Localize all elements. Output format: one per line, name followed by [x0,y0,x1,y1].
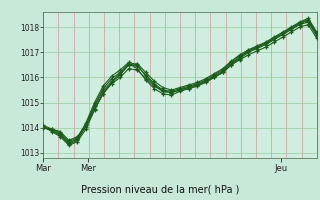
Text: Pression niveau de la mer( hPa ): Pression niveau de la mer( hPa ) [81,184,239,194]
